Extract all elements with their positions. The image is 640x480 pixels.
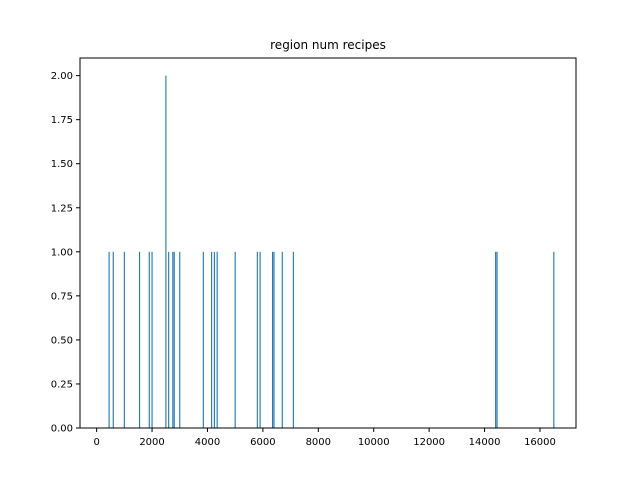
- bar: [272, 251, 274, 428]
- x-tick-label: 14000: [469, 437, 501, 448]
- y-tick-label: 1.75: [51, 115, 73, 126]
- x-tick-label: 0: [93, 437, 99, 448]
- y-tick-label: 2.00: [51, 71, 73, 82]
- y-tick-label: 0.75: [51, 291, 73, 302]
- x-tick-label: 12000: [413, 437, 445, 448]
- bar: [148, 251, 150, 428]
- bar: [151, 251, 153, 428]
- y-tick-label: 1.25: [51, 203, 73, 214]
- bar: [172, 251, 174, 428]
- bar: [108, 251, 110, 428]
- bar: [553, 251, 555, 428]
- bar: [496, 251, 498, 428]
- bar: [216, 251, 218, 428]
- bar: [165, 75, 167, 428]
- bar: [213, 251, 215, 428]
- plot-frame: [79, 57, 577, 429]
- bar: [281, 251, 283, 428]
- bar: [273, 251, 275, 428]
- bar: [179, 251, 181, 428]
- y-tick-label: 0.00: [51, 424, 73, 435]
- bar: [173, 251, 175, 428]
- x-tick-label: 2000: [139, 437, 164, 448]
- bar: [495, 251, 497, 428]
- bar: [259, 251, 261, 428]
- x-tick-label: 8000: [306, 437, 331, 448]
- x-tick-label: 6000: [250, 437, 275, 448]
- bar: [168, 251, 170, 428]
- x-tick-label: 10000: [358, 437, 390, 448]
- y-tick-label: 0.25: [51, 379, 73, 390]
- bar: [202, 251, 204, 428]
- y-tick-label: 1.50: [51, 159, 73, 170]
- bar: [256, 251, 258, 428]
- bars-group: [108, 75, 555, 428]
- chart-title: region num recipes: [270, 38, 386, 52]
- x-tick-label: 4000: [195, 437, 220, 448]
- bar: [123, 251, 125, 428]
- bar: [211, 251, 213, 428]
- bar: [234, 251, 236, 428]
- bar: [112, 251, 114, 428]
- bar: [292, 251, 294, 428]
- y-tick-label: 1.00: [51, 247, 73, 258]
- y-tick-label: 0.50: [51, 335, 73, 346]
- x-axis: 0 2000 4000 6000 8000 10000 12000 14000 16000: [93, 428, 556, 448]
- bar: [139, 251, 141, 428]
- x-tick-label: 16000: [524, 437, 556, 448]
- y-axis: 0.00 0.25 0.50 0.75 1.00 1.25 1.50 1.75 2.00: [51, 71, 80, 435]
